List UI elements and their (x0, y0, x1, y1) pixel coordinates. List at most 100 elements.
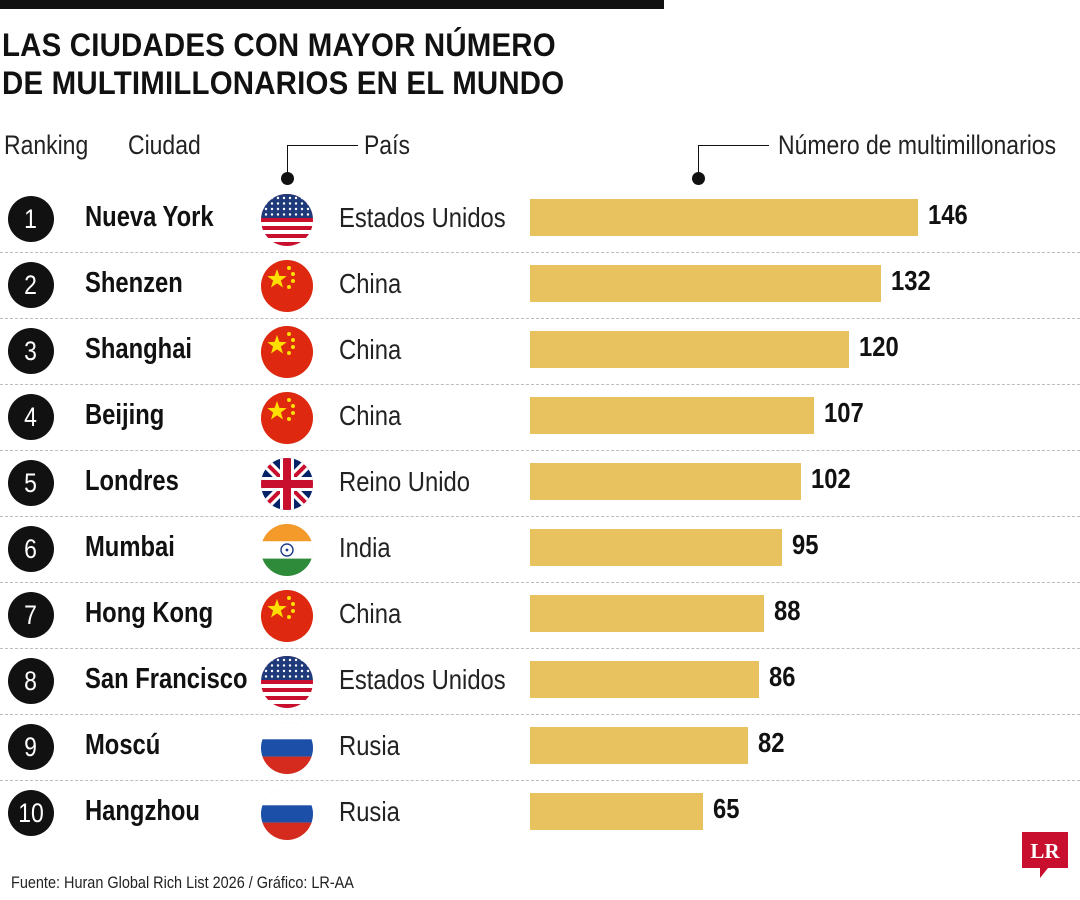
rank-number: 1 (24, 204, 38, 234)
rank-badge: 6 (8, 526, 54, 572)
row-separator (0, 450, 1080, 451)
table-row: 8 San Francisco Estados Unidos 86 (0, 648, 1080, 714)
china-flag-icon (261, 260, 313, 312)
table-row: 5 Londres Reino Unido 102 (0, 450, 1080, 516)
country-label: Rusia (339, 730, 400, 761)
row-separator (0, 516, 1080, 517)
rank-badge: 3 (8, 328, 54, 374)
china-flag-icon (261, 590, 313, 642)
value-label: 102 (811, 463, 851, 494)
city-label: Londres (85, 465, 179, 497)
table-row: 10 Hangzhou Rusia 65 (0, 780, 1080, 846)
bar (530, 529, 782, 566)
numero-leader-line (698, 145, 769, 176)
country-label: Estados Unidos (339, 664, 506, 695)
rank-badge: 8 (8, 658, 54, 704)
bar (530, 265, 881, 302)
bar (530, 397, 814, 434)
city-label: Mumbai (85, 531, 175, 563)
rank-badge: 10 (8, 790, 54, 836)
table-row: 7 Hong Kong China 88 (0, 582, 1080, 648)
numero-leader-dot (692, 172, 705, 185)
usa-flag-icon (261, 656, 313, 708)
rank-badge: 2 (8, 262, 54, 308)
value-label: 132 (891, 265, 931, 296)
value-label: 107 (824, 397, 864, 428)
row-separator (0, 384, 1080, 385)
table-row: 4 Beijing China 107 (0, 384, 1080, 450)
china-flag-icon (261, 326, 313, 378)
rank-number: 3 (24, 336, 38, 366)
value-label: 146 (928, 199, 968, 230)
country-label: Reino Unido (339, 466, 470, 497)
pais-leader-dot (281, 172, 294, 185)
row-separator (0, 780, 1080, 781)
logo-text: LR (1030, 839, 1060, 863)
russia-flag-icon (261, 788, 313, 840)
rank-number: 2 (24, 270, 38, 300)
source-note: Fuente: Huran Global Rich List 2026 / Gr… (11, 873, 354, 892)
bar (530, 463, 801, 500)
rank-badge: 9 (8, 724, 54, 770)
title-line-2: DE MULTIMILLONARIOS EN EL MUNDO (2, 65, 565, 101)
country-label: China (339, 334, 402, 365)
bar (530, 793, 703, 830)
city-label: Beijing (85, 399, 165, 431)
header-ciudad: Ciudad (128, 130, 201, 160)
rank-number: 9 (24, 732, 38, 762)
rank-number: 4 (24, 402, 38, 432)
table-row: 2 Shenzen China 132 (0, 252, 1080, 318)
bar (530, 331, 849, 368)
country-label: India (339, 532, 391, 563)
rank-number: 5 (24, 468, 38, 498)
table-row: 9 Moscú Rusia 82 (0, 714, 1080, 780)
country-label: China (339, 268, 402, 299)
row-separator (0, 714, 1080, 715)
value-label: 65 (713, 793, 740, 824)
bar (530, 727, 748, 764)
city-label: San Francisco (85, 663, 248, 695)
value-label: 86 (769, 661, 796, 692)
city-label: Hangzhou (85, 795, 200, 827)
country-label: Estados Unidos (339, 202, 506, 233)
value-label: 88 (774, 595, 801, 626)
rank-number: 10 (18, 798, 44, 828)
value-label: 95 (792, 529, 819, 560)
value-label: 120 (859, 331, 899, 362)
india-flag-icon (261, 524, 313, 576)
header-ranking: Ranking (4, 130, 89, 160)
country-label: China (339, 400, 402, 431)
uk-flag-icon (261, 458, 313, 510)
header-pais: País (364, 130, 410, 160)
russia-flag-icon (261, 722, 313, 774)
header-numero: Número de multimillonarios (778, 130, 1057, 160)
rank-badge: 1 (8, 196, 54, 242)
row-separator (0, 582, 1080, 583)
bar (530, 595, 764, 632)
row-separator (0, 252, 1080, 253)
china-flag-icon (261, 392, 313, 444)
city-label: Shenzen (85, 267, 183, 299)
city-label: Hong Kong (85, 597, 214, 629)
rank-badge: 4 (8, 394, 54, 440)
bar (530, 661, 759, 698)
value-label: 82 (758, 727, 785, 758)
rank-number: 6 (24, 534, 38, 564)
bar (530, 199, 918, 236)
rank-badge: 5 (8, 460, 54, 506)
rank-badge: 7 (8, 592, 54, 638)
rank-number: 8 (24, 666, 38, 696)
table-row: 6 Mumbai India 95 (0, 516, 1080, 582)
chart-title: LAS CIUDADES CON MAYOR NÚMERO DE MULTIMI… (2, 26, 701, 102)
city-label: Nueva York (85, 201, 214, 233)
pais-leader-line (287, 145, 358, 176)
usa-flag-icon (261, 194, 313, 246)
city-label: Shanghai (85, 333, 193, 365)
city-label: Moscú (85, 729, 161, 761)
title-line-1: LAS CIUDADES CON MAYOR NÚMERO (2, 27, 556, 63)
top-rule (0, 0, 664, 9)
country-label: Rusia (339, 796, 400, 827)
table-row: 1 Nueva York Estados Unidos 146 (0, 186, 1080, 252)
row-separator (0, 318, 1080, 319)
row-separator (0, 648, 1080, 649)
